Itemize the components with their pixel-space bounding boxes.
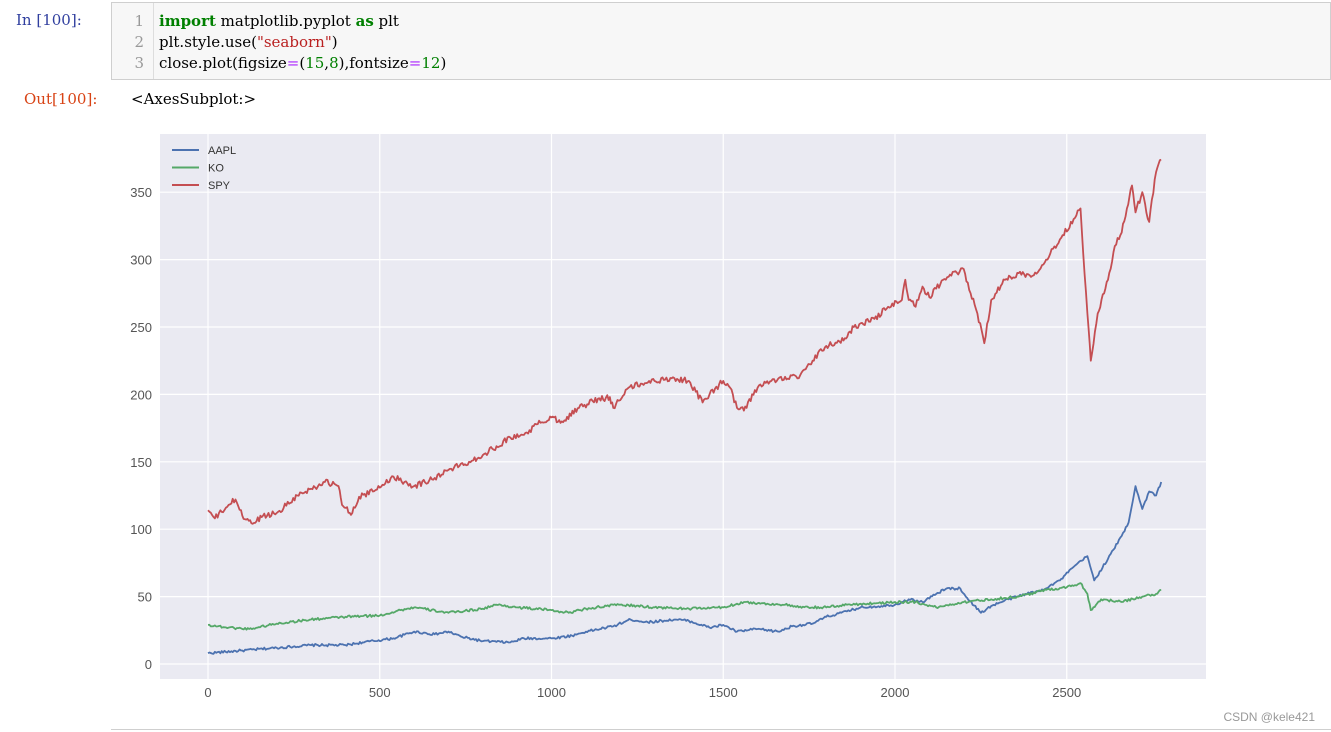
x-tick-label: 2500 (1052, 685, 1081, 700)
series-line-spy (207, 158, 1162, 525)
x-axis-ticks: 0 500 1000 1500 2000 2500 (204, 685, 1081, 700)
line-number-gutter: 1 2 3 (112, 3, 154, 79)
series-lines (207, 158, 1163, 655)
y-tick-label: 50 (138, 590, 152, 605)
line-number: 1 (134, 12, 144, 30)
x-tick-label: 1000 (537, 685, 566, 700)
output-text: <AxesSubplot:> (131, 90, 257, 108)
x-tick-label: 0 (204, 685, 211, 700)
watermark: CSDN @kele421 (1223, 710, 1315, 724)
y-tick-label: 100 (130, 522, 152, 537)
y-tick-label: 350 (130, 185, 152, 200)
y-tick-label: 250 (130, 320, 152, 335)
code-line: close.plot(figsize=(15,8),fontsize=12) (159, 54, 447, 72)
line-number: 2 (134, 33, 144, 51)
input-prompt: In [100]: (16, 11, 82, 29)
y-tick-label: 300 (130, 253, 152, 268)
y-tick-label: 0 (145, 657, 152, 672)
code-cell[interactable]: 1 2 3 import matplotlib.pyplot as plt pl… (111, 2, 1331, 80)
gridlines (160, 134, 1206, 679)
y-axis-ticks: 0 50 100 150 200 250 300 350 (130, 185, 152, 672)
code-line: import matplotlib.pyplot as plt (159, 12, 399, 30)
legend: AAPL KO SPY (172, 145, 236, 192)
y-tick-label: 200 (130, 387, 152, 402)
x-tick-label: 1500 (709, 685, 738, 700)
code-line: plt.style.use("seaborn") (159, 33, 338, 51)
legend-label: AAPL (208, 145, 236, 157)
legend-label: SPY (208, 180, 231, 192)
line-number: 3 (134, 54, 144, 72)
plot-area (160, 134, 1206, 679)
series-line-ko (207, 582, 1162, 631)
output-prompt: Out[100]: (24, 90, 98, 108)
x-tick-label: 500 (369, 685, 391, 700)
cell-divider (111, 729, 1331, 730)
x-tick-label: 2000 (881, 685, 910, 700)
series-line-aapl (207, 481, 1163, 655)
y-tick-label: 150 (130, 455, 152, 470)
legend-label: KO (208, 163, 224, 175)
